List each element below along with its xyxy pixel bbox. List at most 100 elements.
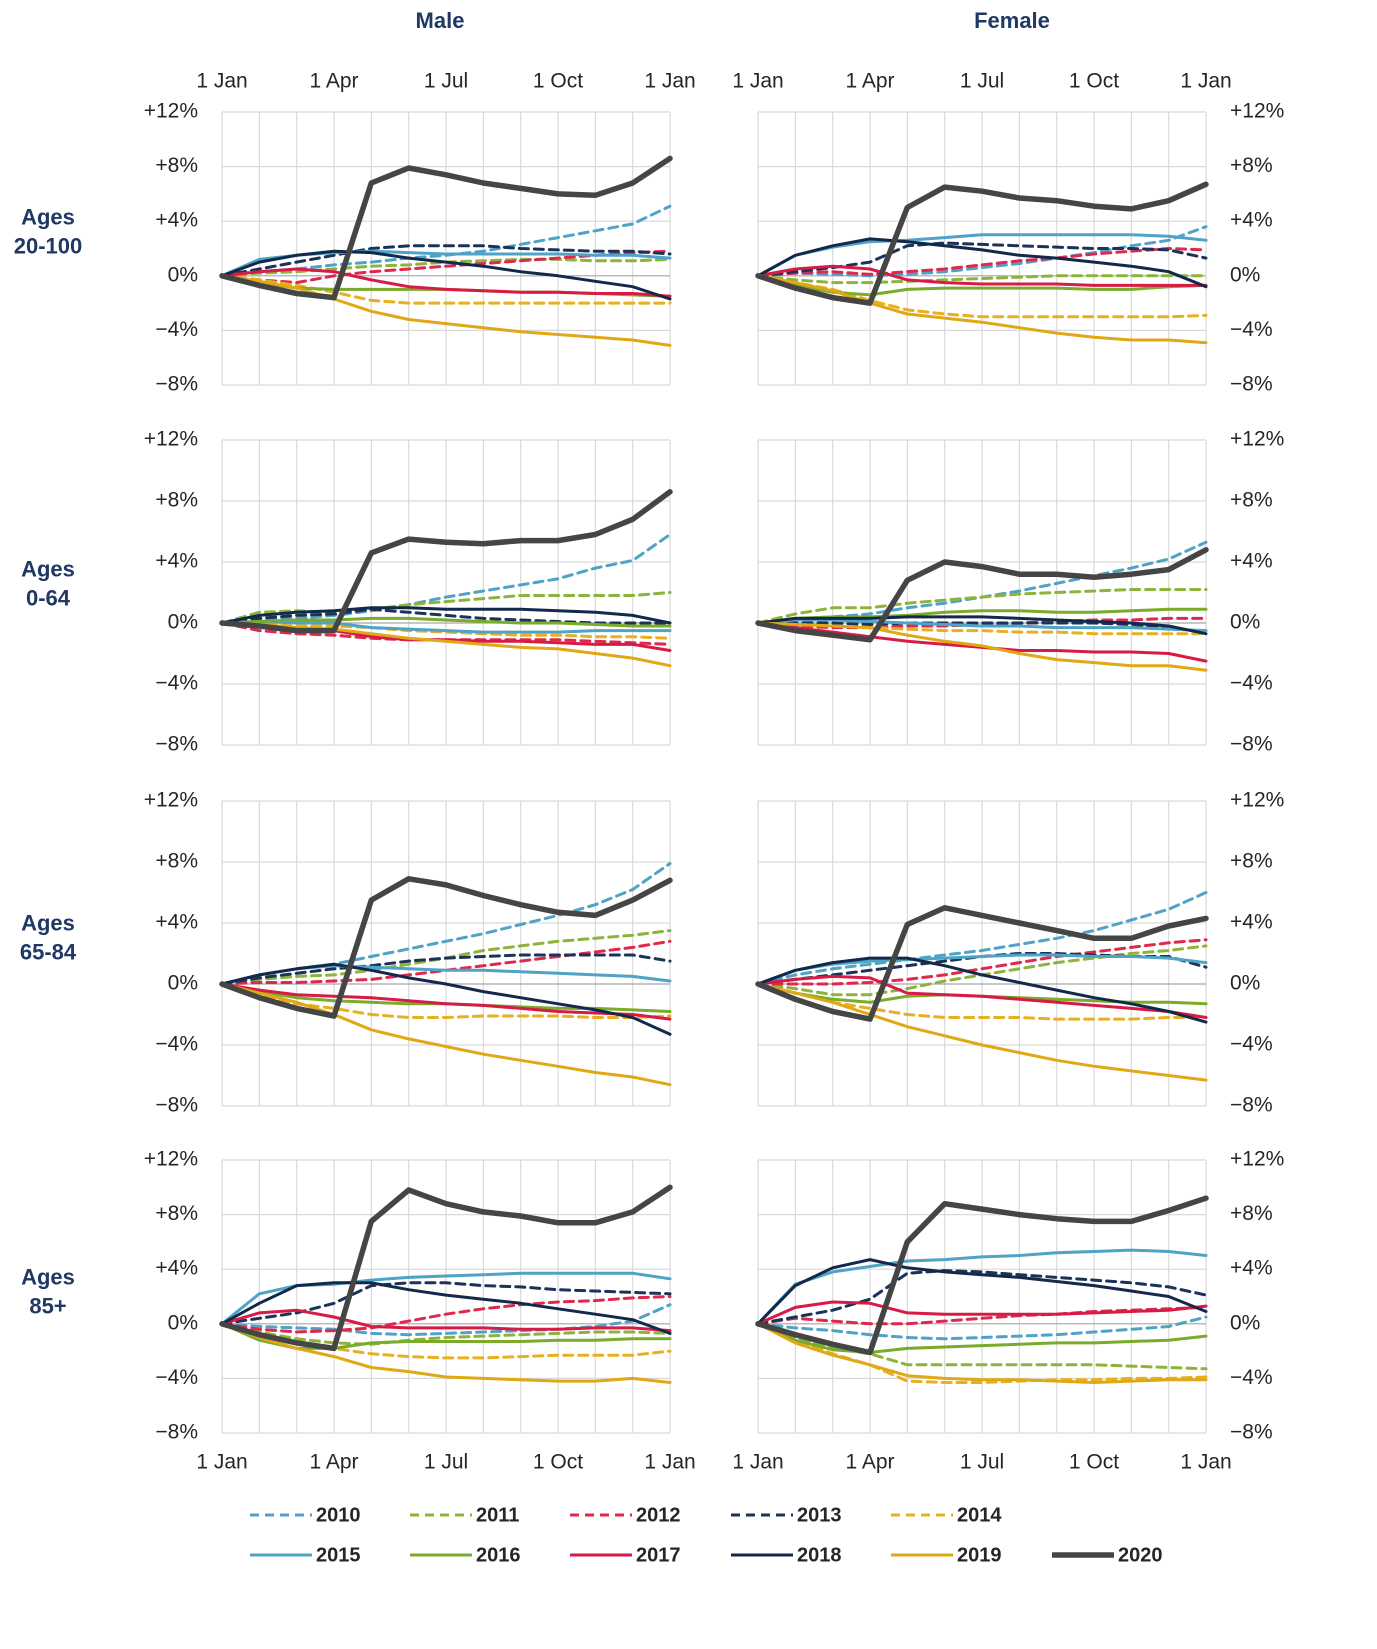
series-line xyxy=(220,621,672,668)
legend-label: 2017 xyxy=(636,1544,681,1566)
y-tick-label: −8% xyxy=(155,373,198,396)
legend-label: 2015 xyxy=(316,1544,361,1566)
series-line xyxy=(220,274,672,347)
y-tick-label: 0% xyxy=(1230,972,1260,995)
series-line xyxy=(756,1300,1208,1326)
series-line xyxy=(220,1281,672,1326)
x-tick-label: 1 Jan xyxy=(196,70,247,93)
y-tick-label: +8% xyxy=(1230,1202,1273,1225)
legend-label: 2019 xyxy=(957,1544,1002,1566)
series-line xyxy=(220,962,672,1036)
x-tick-label: 1 Jul xyxy=(424,1451,468,1474)
y-tick-label: −4% xyxy=(155,1366,198,1389)
y-tick-label: −8% xyxy=(155,1094,198,1117)
x-tick-label: 1 Oct xyxy=(533,70,583,93)
row-title: Ages xyxy=(21,910,75,935)
y-tick-label: −8% xyxy=(155,733,198,756)
series-line xyxy=(756,1322,1208,1354)
legend-label: 2018 xyxy=(797,1544,842,1566)
y-tick-label: +4% xyxy=(1230,1257,1273,1280)
series-line xyxy=(219,876,673,1019)
y-tick-label: 0% xyxy=(168,611,198,634)
series-line xyxy=(220,267,672,298)
series-line xyxy=(755,181,1209,306)
x-tick-label: 1 Apr xyxy=(845,70,894,93)
x-tick-label: 1 Jul xyxy=(960,1451,1004,1474)
column-title: Male xyxy=(416,8,465,33)
series-line xyxy=(756,891,1208,986)
y-tick-label: 0% xyxy=(168,1311,198,1334)
y-tick-label: 0% xyxy=(1230,611,1260,634)
series-line xyxy=(220,1308,672,1333)
legend-label: 2012 xyxy=(636,1504,681,1526)
y-tick-label: −8% xyxy=(1230,373,1273,396)
y-tick-label: 0% xyxy=(168,972,198,995)
series-line xyxy=(756,237,1208,289)
y-tick-label: +8% xyxy=(155,154,198,177)
series-line xyxy=(756,264,1208,287)
y-tick-label: 0% xyxy=(168,263,198,286)
y-tick-label: +4% xyxy=(1230,550,1273,573)
series-line xyxy=(220,249,672,301)
row-title: 0-64 xyxy=(26,585,71,610)
series-line xyxy=(756,956,1208,1024)
y-tick-label: −4% xyxy=(1230,318,1273,341)
series-line xyxy=(220,982,672,1087)
series-line xyxy=(756,621,1208,634)
series-line xyxy=(756,974,1208,1019)
legend-label: 2014 xyxy=(957,1504,1002,1526)
y-tick-label: +4% xyxy=(155,550,198,573)
series-line xyxy=(756,274,1208,285)
y-tick-label: +8% xyxy=(1230,154,1273,177)
legend-label: 2010 xyxy=(316,1504,361,1526)
column-title: Female xyxy=(974,8,1050,33)
x-tick-label: 1 Jan xyxy=(1180,1451,1231,1474)
series-line xyxy=(756,247,1208,278)
y-tick-label: −4% xyxy=(1230,1033,1273,1056)
x-tick-label: 1 Apr xyxy=(309,70,358,93)
y-tick-label: −8% xyxy=(1230,1421,1273,1444)
series-line xyxy=(756,225,1208,278)
x-tick-label: 1 Jul xyxy=(960,70,1004,93)
y-tick-label: +8% xyxy=(155,850,198,873)
row-title: Ages xyxy=(21,204,75,229)
series-line xyxy=(219,155,673,301)
y-tick-label: +12% xyxy=(1230,789,1284,812)
x-tick-label: 1 Jan xyxy=(644,70,695,93)
y-tick-label: −8% xyxy=(1230,1094,1273,1117)
x-tick-label: 1 Jul xyxy=(424,70,468,93)
x-tick-label: 1 Jan xyxy=(732,1451,783,1474)
series-line xyxy=(756,274,1208,345)
series-line xyxy=(756,1248,1208,1326)
x-tick-label: 1 Jan xyxy=(196,1451,247,1474)
y-tick-label: +4% xyxy=(1230,209,1273,232)
y-tick-label: +4% xyxy=(155,209,198,232)
y-tick-label: +8% xyxy=(155,1202,198,1225)
series-line xyxy=(220,1281,672,1335)
row-title: Ages xyxy=(21,1264,75,1289)
y-tick-label: +8% xyxy=(1230,489,1273,512)
series-line xyxy=(755,547,1209,643)
y-tick-label: +12% xyxy=(144,100,198,123)
series-line xyxy=(220,606,672,625)
y-tick-label: +12% xyxy=(144,428,198,451)
y-tick-label: +8% xyxy=(155,489,198,512)
series-line xyxy=(220,1322,672,1346)
x-tick-label: 1 Jan xyxy=(732,70,783,93)
series-line xyxy=(756,1315,1208,1341)
legend-label: 2020 xyxy=(1118,1544,1163,1566)
y-tick-label: 0% xyxy=(1230,263,1260,286)
y-tick-label: +12% xyxy=(144,789,198,812)
y-tick-label: −8% xyxy=(1230,733,1273,756)
y-tick-label: +12% xyxy=(1230,100,1284,123)
y-tick-label: +12% xyxy=(1230,428,1284,451)
x-tick-label: 1 Apr xyxy=(845,1451,894,1474)
x-tick-label: 1 Oct xyxy=(1069,1451,1119,1474)
series-line xyxy=(756,953,1208,986)
y-tick-label: −4% xyxy=(1230,1366,1273,1389)
series-line xyxy=(220,244,672,278)
y-tick-label: +4% xyxy=(155,911,198,934)
series-line xyxy=(220,1322,672,1384)
